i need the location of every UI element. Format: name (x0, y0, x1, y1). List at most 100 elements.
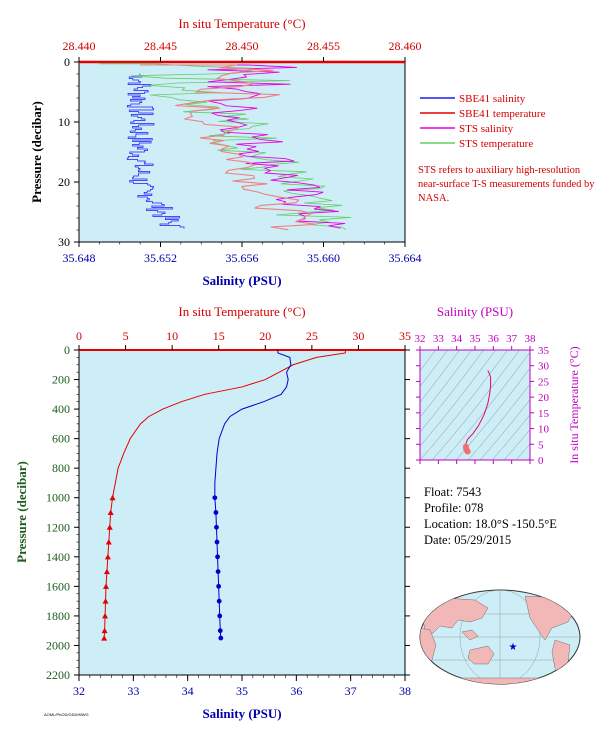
salinity-point (215, 569, 221, 574)
salinity-point (218, 635, 224, 641)
salinity-point (215, 554, 220, 560)
main-x-tick-label: 34 (182, 684, 194, 698)
ts-density-contour (420, 350, 496, 447)
legend-label-sts-temperature: STS temperature (459, 138, 533, 150)
top-x-tick-label: 35.660 (307, 251, 340, 265)
ts-density-contour (503, 429, 530, 460)
ts-x-tick-label: 37 (506, 333, 518, 345)
main-panel-temp-axis-title: In situ Temperature (°C) (178, 304, 305, 319)
main-temp-tick-label: 35 (399, 329, 411, 343)
top-y-tick-label: 0 (64, 55, 70, 69)
main-y-tick-label: 2200 (46, 668, 70, 682)
top-panel-salinity-axis-title: Salinity (PSU) (202, 273, 281, 288)
ts-x-tick-label: 33 (433, 333, 445, 345)
top-temp-tick-label: 28.445 (144, 39, 177, 53)
temperature-point (101, 627, 108, 634)
ts-density-contour (467, 383, 530, 460)
main-temp-tick-label: 5 (123, 329, 129, 343)
map-indonesia (461, 629, 479, 641)
ts-ylabel: In situ Temperature (°C) (567, 346, 581, 463)
float-id: Float: 7543 (424, 485, 482, 499)
main-y-tick-label: 600 (52, 432, 70, 446)
ts-density-contour (420, 350, 472, 418)
date: Date: 05/29/2015 (424, 533, 512, 547)
ts-density-contour (515, 443, 530, 460)
main-y-tick-label: 400 (52, 402, 70, 416)
salinity-point (216, 583, 222, 589)
ts-density-contour (491, 414, 530, 460)
main-temp-tick-label: 10 (166, 329, 178, 343)
float-location-marker-icon: ★ (509, 642, 518, 653)
ts-x-tick-label: 38 (525, 333, 537, 345)
main-x-tick-label: 32 (73, 684, 85, 698)
salinity-point (217, 613, 223, 619)
top-x-tick-label: 35.656 (226, 251, 259, 265)
ts-deep-point (462, 443, 469, 450)
sbe41-temperature-trace (140, 64, 316, 231)
ts-x-tick-label: 32 (415, 333, 426, 345)
top-panel-pressure-axis-title: Pressure (decibar) (29, 101, 44, 203)
top-temp-tick-label: 28.450 (226, 39, 259, 53)
temperature-profile-line (103, 350, 346, 639)
main-y-tick-label: 1200 (46, 520, 70, 534)
salinity-point (216, 598, 222, 604)
ts-ticks: 32 33 34 35 36 37 38 0 5 10 15 20 25 30 35 (415, 333, 550, 467)
temperature-point (103, 583, 110, 589)
main-temp-tick-label: 0 (76, 329, 82, 343)
main-temp-tick-label: 20 (259, 329, 271, 343)
main-traces (101, 350, 346, 641)
map-antarctica (429, 677, 571, 684)
map-land (420, 590, 580, 684)
top-plot-area (78, 61, 406, 243)
float-info: Float: 7543 Profile: 078 Location: 18.0°… (424, 484, 557, 548)
ts-plot-area (419, 349, 531, 461)
temperature-point (105, 539, 112, 545)
salinity-point (212, 495, 218, 501)
top-panel-ticks: 35.648 35.652 35.656 35.660 35.664 28.440 28.4… (58, 39, 422, 265)
main-panel-ticks: 32 33 34 35 36 37 38 0 5 10 15 20 25 30 35 0 200 400 600 80… (46, 329, 411, 698)
top-panel-temp-axis-title: In situ Temperature (°C) (178, 16, 305, 31)
ts-x-tick-label: 36 (488, 333, 500, 345)
profile-number: Profile: 078 (424, 501, 484, 515)
legend-label-sbe41-salinity: SBE41 salinity (459, 93, 526, 105)
ts-density-contour (420, 350, 508, 460)
map-australia (467, 645, 495, 665)
main-y-tick-label: 1600 (46, 579, 70, 593)
main-panel-pressure-axis-title: Pressure (decibar) (14, 461, 29, 563)
world-map: ★ (419, 589, 581, 685)
temperature-point (109, 494, 116, 501)
temperature-point (102, 612, 109, 619)
ts-y-tick-label: 5 (538, 439, 544, 451)
main-plot-area (78, 349, 406, 676)
top-temp-tick-label: 28.440 (63, 39, 96, 53)
legend-label-sbe41-temperature: SBE41 temperature (459, 108, 546, 120)
ts-density-contour (420, 350, 460, 403)
legend-label-sts-salinity: STS salinity (459, 123, 514, 135)
salinity-profile-line (214, 350, 292, 639)
ts-traces (462, 370, 492, 455)
main-temp-tick-label: 30 (352, 329, 364, 343)
main-y-tick-label: 1000 (46, 491, 70, 505)
temperature-point (102, 598, 109, 604)
main-x-tick-label: 38 (399, 684, 411, 698)
main-temp-tick-label: 15 (213, 329, 225, 343)
main-x-tick-label: 36 (290, 684, 302, 698)
top-y-tick-label: 30 (58, 235, 70, 249)
ts-density-contour (420, 350, 436, 372)
top-x-tick-label: 35.648 (63, 251, 96, 265)
top-x-tick-label: 35.664 (389, 251, 422, 265)
credit-label: AOML/PhOD/GDD/MWG (44, 712, 89, 717)
main-x-tick-label: 37 (345, 684, 357, 698)
main-y-tick-label: 800 (52, 461, 70, 475)
ts-diagram: 32 33 34 35 36 37 38 0 5 10 15 20 25 30 35 Salinity (P… (415, 304, 582, 467)
main-y-tick-label: 2000 (46, 638, 70, 652)
main-panel: 32 33 34 35 36 37 38 0 5 10 15 20 25 30 35 0 200 400 600 80… (14, 304, 411, 721)
ts-y-tick-label: 15 (538, 408, 550, 420)
salinity-point (214, 524, 219, 530)
main-y-tick-label: 1800 (46, 609, 70, 623)
salinity-point (214, 539, 220, 545)
temperature-point (104, 553, 111, 560)
ts-y-tick-label: 10 (538, 424, 550, 436)
main-x-tick-label: 33 (127, 684, 139, 698)
